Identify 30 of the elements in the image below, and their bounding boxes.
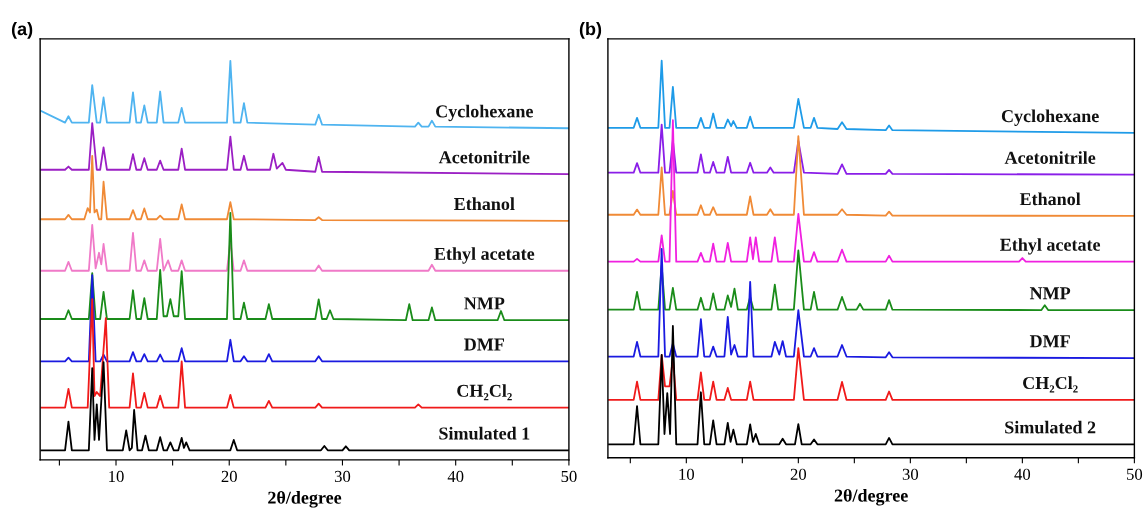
x-axis-title: 2θ/degree: [268, 490, 342, 508]
x-tick-label: 50: [561, 470, 577, 483]
x-tick-label: 40: [447, 470, 464, 483]
series-label: Ethanol: [1019, 192, 1081, 206]
x-tick-label: 40: [1014, 468, 1031, 480]
series-label: Acetonitrile: [1004, 151, 1096, 164]
series-label: Acetonitrile: [438, 150, 530, 164]
x-tick-label: 20: [790, 468, 807, 480]
series-label: NMP: [464, 297, 505, 310]
series-label: Ethanol: [454, 197, 515, 211]
series-label: Simulated 1: [439, 426, 530, 440]
series-label: Cyclohexane: [1001, 109, 1099, 126]
series-label: Cyclohexane: [436, 104, 533, 122]
series-label: NMP: [1029, 287, 1071, 300]
x-tick-label: 30: [334, 470, 351, 483]
x-tick-label: 50: [1127, 468, 1143, 480]
series-label: Ethyl acetate: [434, 247, 535, 264]
x-tick-label: 10: [109, 470, 124, 483]
series-label: DMF: [464, 338, 504, 351]
x-tick-label: 10: [679, 468, 695, 480]
x-axis-title: 2θ/degree: [834, 488, 908, 506]
chart-title: (a): [11, 22, 33, 39]
series-label: CH₂Cl₂: [1023, 376, 1078, 393]
chart-title: (b): [579, 22, 602, 39]
series-label: Simulated 2: [1005, 420, 1096, 434]
series-label: Ethyl acetate: [1000, 238, 1101, 255]
series-label: CH₂Cl₂: [457, 384, 512, 401]
x-tick-label: 30: [902, 468, 919, 480]
x-tick-label: 20: [221, 470, 237, 483]
series-label: DMF: [1029, 335, 1070, 348]
